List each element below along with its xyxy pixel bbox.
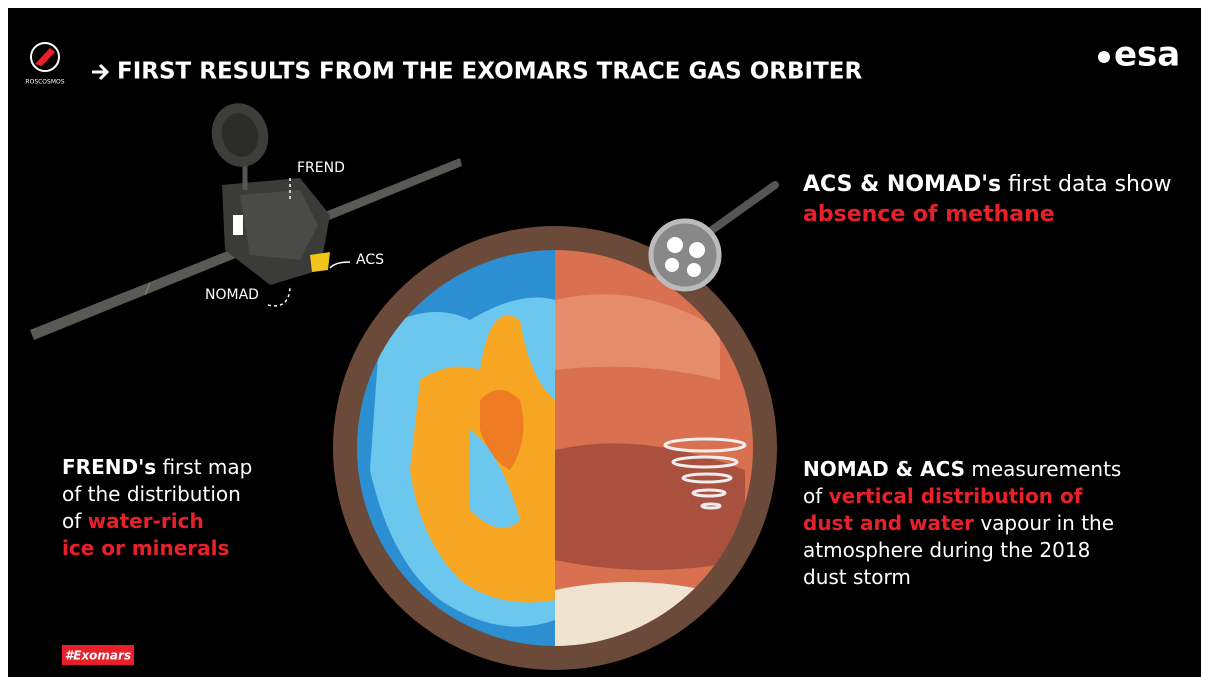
panel-line: NOMAD & ACS measurements (803, 457, 1121, 481)
hashtag-box (62, 645, 134, 665)
instrument-label: FREND (297, 160, 345, 176)
instrument-label: NOMAD (205, 287, 259, 303)
title-arrow (92, 63, 110, 81)
hashtag: #Exomars (65, 649, 131, 663)
satellite (30, 103, 462, 340)
dust-storm (663, 437, 747, 510)
panel-line: dust and water vapour in the (803, 511, 1114, 535)
text-run: first data show (1001, 172, 1171, 197)
nomad-pointer (267, 284, 291, 307)
panel-line: FREND's first map (62, 455, 252, 479)
text-run: of (803, 484, 829, 508)
text-run: water-rich (88, 509, 204, 533)
acs-pointer (329, 261, 351, 269)
panel-line: absence of methane (803, 202, 1055, 227)
roscosmos-text: ROSCOSMOS (25, 79, 64, 86)
panel-line: of vertical distribution of (803, 484, 1083, 508)
text-run: measurements (965, 457, 1121, 481)
esa-text: esa (1114, 35, 1180, 75)
instrument-label: ACS (356, 252, 384, 268)
title: FIRST RESULTS FROM THE EXOMARS TRACE GAS… (117, 59, 862, 85)
text-run: atmosphere during the 2018 (803, 538, 1090, 562)
text-run: vapour in the (974, 511, 1114, 535)
panel-line: ACS & NOMAD's first data show (803, 172, 1171, 197)
roscosmos-logo: ROSCOSMOS (25, 42, 65, 86)
text-run: ice or minerals (62, 536, 229, 560)
panel-line: ice or minerals (62, 536, 229, 560)
text-run: ACS & NOMAD's (803, 172, 1001, 197)
text-run: of the distribution (62, 482, 241, 506)
text-run: dust storm (803, 565, 911, 589)
text-run: absence of methane (803, 202, 1055, 227)
panel-line: dust storm (803, 565, 911, 589)
magnifier (648, 181, 779, 292)
text-run: NOMAD & ACS (803, 457, 965, 481)
panel-line: of the distribution (62, 482, 241, 506)
text-run: vertical distribution of (829, 484, 1083, 508)
esa-logo: esa (1098, 35, 1180, 75)
text-run: of (62, 509, 88, 533)
text-run: FREND's (62, 455, 156, 479)
text-run: first map (156, 455, 252, 479)
panel-line: atmosphere during the 2018 (803, 538, 1090, 562)
mars (333, 226, 777, 670)
text-panels: ACS & NOMAD's first data show absence of … (62, 172, 1171, 589)
panel-line: of water-rich (62, 509, 204, 533)
text-run: dust and water (803, 511, 974, 535)
